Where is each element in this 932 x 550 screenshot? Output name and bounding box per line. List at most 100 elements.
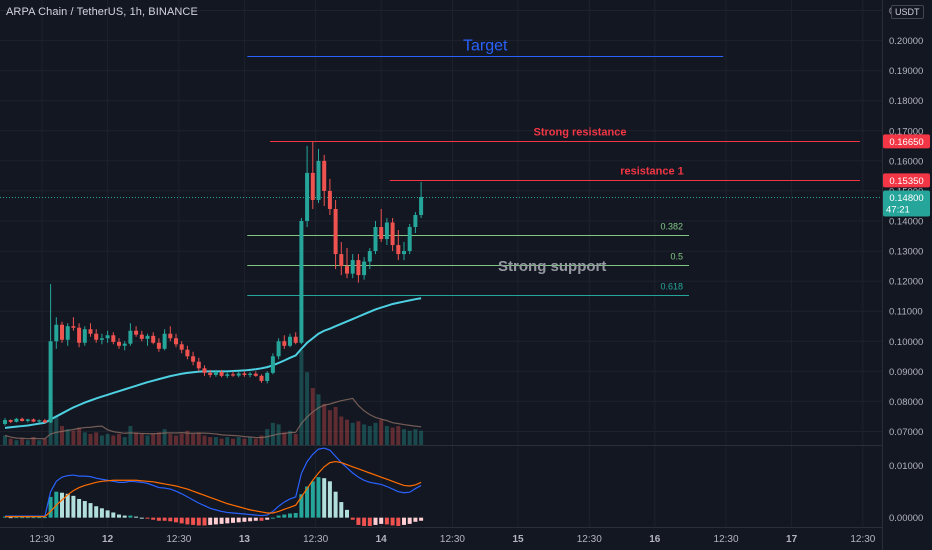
candle-body [82, 329, 87, 343]
macd-histogram-bar [122, 515, 127, 518]
price-tick-label: 0.13000 [889, 247, 923, 258]
candle-body [259, 375, 264, 381]
volume-bar [20, 438, 25, 445]
macd-histogram-bar [362, 517, 367, 526]
volume-bar [350, 422, 355, 445]
time-tick-label: 12:30 [850, 534, 875, 545]
volume-bar [77, 427, 82, 445]
candle-body [139, 334, 144, 339]
macd-histogram-bar [82, 501, 87, 518]
macd-histogram-bar [316, 477, 321, 518]
time-tick-label: 12:30 [166, 534, 191, 545]
macd-histogram-bar [305, 486, 310, 518]
macd-histogram-bar [20, 517, 25, 519]
candle-body [20, 418, 25, 421]
macd-histogram-bar [25, 517, 30, 519]
candle-body [99, 338, 104, 340]
candle-body [265, 372, 270, 381]
macd-histogram-bar [88, 503, 93, 518]
strong-resistance-axis-value: 0.16650 [889, 137, 923, 148]
volume-bar [71, 430, 76, 445]
price-tick-label: 0.09000 [889, 367, 923, 378]
volume-bar [253, 438, 258, 445]
volume-bar [362, 424, 367, 445]
macd-histogram-bar [288, 513, 292, 518]
time-tick-label: 13 [239, 534, 251, 545]
volume-bar [213, 437, 218, 445]
strong-support-label: Strong support [498, 258, 606, 275]
current-price-badge [883, 190, 930, 217]
volume-bar [14, 440, 19, 445]
candle-body [322, 160, 327, 191]
macd-histogram-bar [60, 492, 64, 518]
resistance-1-axis-badge [883, 173, 930, 188]
candle-body [145, 335, 150, 339]
candle-body [48, 341, 53, 423]
volume-bar [407, 430, 412, 445]
macd-histogram-bar [31, 517, 36, 519]
candle-body [94, 333, 99, 340]
volume-bar [168, 433, 173, 445]
volume-bar [288, 430, 292, 445]
macd-histogram-bar [151, 517, 156, 520]
macd-histogram-bar [168, 517, 173, 522]
candle-body [191, 356, 196, 362]
candle-body [196, 361, 201, 369]
volume-bar [402, 429, 406, 445]
candle-body [316, 160, 321, 200]
candle-body [151, 335, 156, 343]
volume-bar [413, 429, 418, 445]
candle-body [185, 349, 190, 357]
candle-body [413, 214, 418, 228]
candle-body [42, 420, 47, 423]
volume-bar [162, 429, 167, 445]
volume-bar [37, 440, 42, 445]
macd-histogram-bar [339, 502, 344, 518]
volume-bar [42, 438, 47, 445]
candle-body [122, 343, 127, 346]
macd-histogram-bar [111, 512, 116, 518]
candle-body [407, 227, 412, 252]
candle-body [156, 342, 161, 349]
volume-bar [373, 422, 378, 445]
macd-histogram-bar [276, 515, 281, 518]
macd-histogram-bar [139, 517, 144, 519]
candle-body [37, 420, 42, 422]
price-tick-label: 0.20000 [889, 36, 923, 47]
moving-average-line [4, 297, 422, 429]
candle-body [236, 373, 241, 376]
candle-body [31, 419, 36, 422]
candle-body [213, 371, 218, 375]
candle-body [270, 356, 275, 373]
volume-bar [270, 422, 275, 445]
candle-body [179, 344, 184, 350]
candle-body [310, 172, 315, 200]
macd-histogram-bar [390, 517, 395, 526]
volume-bar [345, 419, 349, 445]
volume-bar [299, 350, 304, 445]
macd-histogram-bar [379, 517, 384, 524]
resistance-1-axis-value: 0.15350 [889, 176, 923, 187]
volume-bar [316, 394, 321, 445]
candle-body [327, 190, 332, 209]
macd-histogram-bar [356, 517, 361, 525]
time-tick-label: 12 [102, 534, 114, 545]
macd-histogram-bar [270, 517, 275, 519]
strong-resistance-label: Strong resistance [534, 127, 627, 139]
candle-body [396, 245, 401, 255]
macd-histogram-bar [259, 517, 264, 521]
strong-resistance-axis-badge [883, 134, 930, 149]
volume-bar [31, 437, 36, 445]
bar-countdown: 47:21 [886, 205, 910, 216]
candle-body [25, 419, 30, 421]
macd-histogram-bar [419, 517, 424, 521]
volume-bar [356, 421, 361, 445]
candle-body [333, 208, 338, 255]
candle-body [305, 172, 310, 221]
currency-badge[interactable]: USDT [891, 5, 924, 19]
time-tick-label: 14 [376, 534, 388, 545]
macd-histogram-bar [37, 517, 42, 519]
volume-bar [310, 388, 315, 445]
price-tick-label: 0.07000 [889, 427, 923, 438]
